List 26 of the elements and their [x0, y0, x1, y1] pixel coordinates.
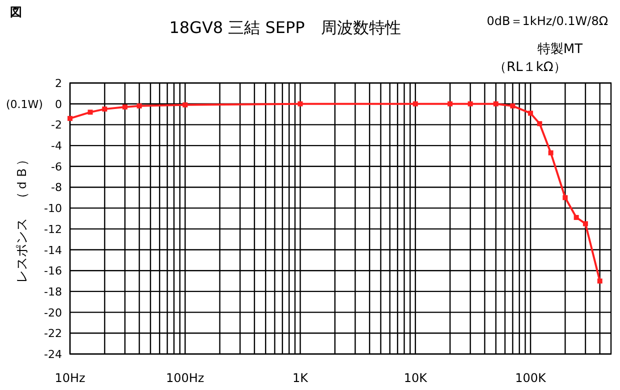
y-tick-label: -18: [44, 285, 62, 298]
y-tick-label: 2: [55, 77, 62, 90]
text: 図: [10, 5, 22, 19]
text: (0.1W): [6, 98, 43, 111]
y-tick-label: -24: [44, 348, 62, 361]
y-tick-label: -20: [44, 306, 62, 320]
y-tick-label: -12: [44, 222, 62, 236]
y-tick-label: -10: [44, 202, 62, 216]
y-axis-title: レスポンス （ｄＢ）: [15, 153, 30, 283]
x-tick-label: 100K: [515, 371, 548, 385]
y-tick-label: -14: [44, 244, 62, 257]
x-tick-label: 10K: [404, 371, 428, 385]
x-tick-label: 10Hz: [54, 371, 86, 385]
y-tick-label: -4: [51, 140, 62, 153]
chart-title: 18GV8 三結 SEPP 周波数特性: [169, 18, 401, 37]
y-tick-label: -22: [44, 327, 62, 340]
y-tick-label: 0: [55, 98, 62, 111]
text: （RL１kΩ）: [494, 60, 566, 75]
text: 0dB＝1kHz/0.1W/8Ω: [486, 14, 608, 28]
text: 特製MT: [537, 42, 583, 57]
y-tick-label: -2: [51, 118, 62, 132]
x-tick-label: 100Hz: [166, 371, 204, 385]
x-tick-label: 1K: [292, 371, 310, 385]
y-tick-label: -16: [44, 264, 62, 278]
y-tick-label: -6: [51, 160, 62, 174]
y-tick-label: -8: [51, 181, 62, 194]
